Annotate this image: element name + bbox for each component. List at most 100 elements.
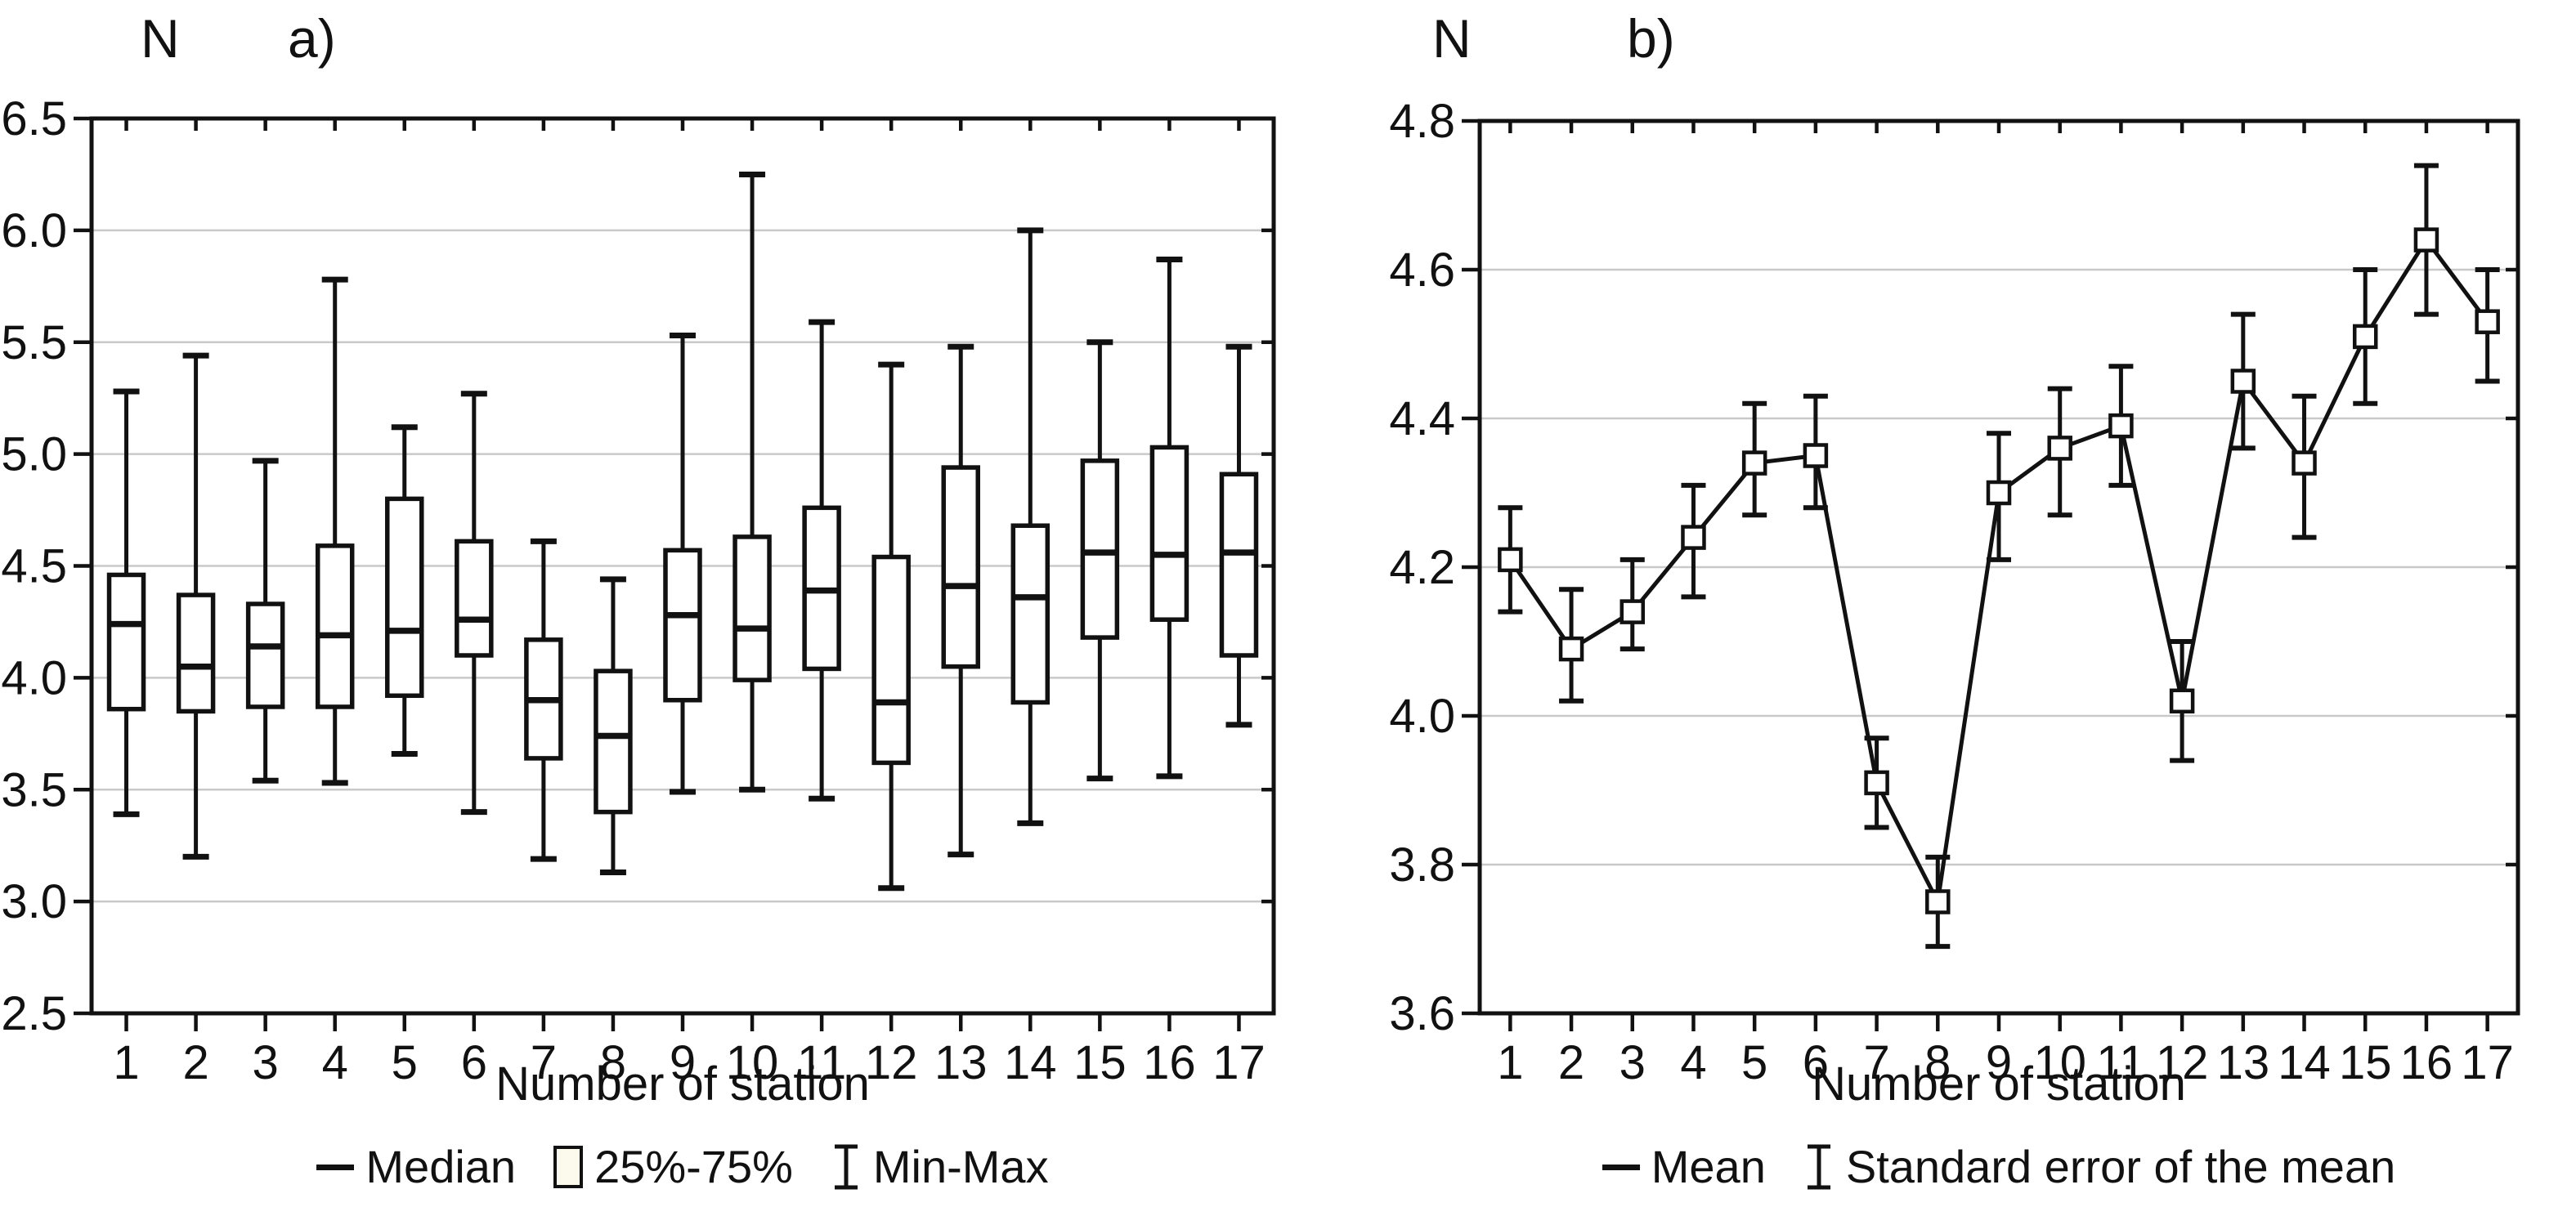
svg-text:4.0: 4.0 (1389, 690, 1455, 743)
svg-text:6.5: 6.5 (1, 92, 67, 145)
box-station-16 (1149, 256, 1189, 780)
svg-text:3.6: 3.6 (1389, 987, 1455, 1040)
tick-marks (74, 116, 1274, 1031)
svg-text:3: 3 (253, 1036, 279, 1089)
svg-text:1: 1 (1497, 1036, 1523, 1089)
box-station-2 (176, 352, 216, 860)
svg-text:10: 10 (726, 1036, 779, 1089)
box-station-14 (1010, 227, 1051, 826)
svg-text:16: 16 (1143, 1036, 1196, 1089)
svg-text:2: 2 (1558, 1036, 1584, 1089)
legend-ibeam-symbol (1807, 1144, 1830, 1190)
mean-point-9 (1986, 431, 2012, 562)
box-station-11 (802, 319, 841, 802)
svg-text:7: 7 (1863, 1036, 1889, 1089)
svg-text:8: 8 (600, 1036, 626, 1089)
mean-point-1 (1498, 505, 1523, 615)
box-station-15 (1080, 339, 1120, 782)
legend-label: Median (365, 1141, 517, 1192)
y-axis-title-a: N (141, 8, 180, 69)
svg-text:15: 15 (1073, 1036, 1127, 1089)
box-station-13 (941, 343, 980, 858)
box-station-7 (524, 538, 563, 862)
svg-text:6.0: 6.0 (1, 204, 67, 257)
mean-point-7 (1864, 735, 1889, 830)
svg-text:5.5: 5.5 (1, 316, 67, 369)
y-tick-labels: 6.5 6.0 5.5 5.0 4.5 4.0 3.5 3.0 2.5 (1, 92, 67, 1040)
legend-item-25-75-: 25%-75% (553, 1144, 793, 1190)
svg-text:1: 1 (113, 1036, 139, 1089)
svg-text:6: 6 (461, 1036, 487, 1089)
svg-text:4.8: 4.8 (1389, 95, 1455, 148)
legend-item-min-max: Min-Max (831, 1142, 1049, 1191)
box-station-5 (385, 424, 424, 757)
legend-label: Min-Max (872, 1141, 1049, 1192)
svg-text:9: 9 (670, 1036, 696, 1089)
svg-text:4.0: 4.0 (1, 651, 67, 704)
mean-point-16 (2413, 163, 2439, 317)
svg-text:2.5: 2.5 (1, 987, 67, 1040)
svg-text:16: 16 (2400, 1036, 2453, 1089)
svg-text:4: 4 (322, 1036, 348, 1089)
legend-item-median: Median (316, 1144, 516, 1190)
svg-text:4.5: 4.5 (1, 540, 67, 593)
svg-text:14: 14 (2278, 1036, 2331, 1089)
box-series (106, 171, 1259, 892)
legend-label: 25%-75% (594, 1141, 793, 1192)
svg-text:10: 10 (2033, 1036, 2086, 1089)
svg-text:7: 7 (531, 1036, 557, 1089)
y-tick-labels: 4.8 4.6 4.4 4.2 4.0 3.8 3.6 (1389, 95, 1455, 1040)
y-gridlines (1480, 268, 2518, 866)
svg-text:4.2: 4.2 (1389, 541, 1455, 594)
legend-item-mean: Mean (1602, 1144, 1766, 1190)
x-tick-labels: 1 2 3 4 5 6 7 8 9 10 11 12 13 14 15 16 17 (113, 1036, 1265, 1089)
svg-text:2: 2 (182, 1036, 208, 1089)
box-station-9 (663, 333, 702, 795)
legend-dash-symbol (316, 1164, 355, 1170)
mean-point-15 (2352, 267, 2378, 406)
box-station-6 (455, 391, 494, 816)
svg-text:6: 6 (1803, 1036, 1829, 1089)
chart-b: 4.84.64.44.24.03.83.61 2 3 4 5 6 7 8 9 10 11 12 13 14… (1389, 95, 2520, 1089)
svg-text:17: 17 (1212, 1036, 1266, 1089)
mean-point-2 (1558, 587, 1584, 704)
box-station-17 (1219, 343, 1259, 728)
svg-text:13: 13 (2217, 1036, 2270, 1089)
svg-text:17: 17 (2461, 1036, 2514, 1089)
mean-point-6 (1803, 393, 1829, 511)
mean-point-4 (1681, 482, 1706, 600)
box-station-10 (732, 171, 772, 793)
mean-point-3 (1620, 557, 1646, 652)
svg-text:11: 11 (797, 1036, 846, 1089)
mean-point-13 (2230, 311, 2256, 451)
mean-point-10 (2047, 386, 2072, 518)
x-tick-labels: 1 2 3 4 5 6 7 8 9 10 11 12 13 14 15 16 17 (1497, 1036, 2514, 1089)
svg-text:14: 14 (1004, 1036, 1057, 1089)
mean-point-14 (2292, 393, 2317, 540)
x-axis-title-a: Number of station (495, 1057, 870, 1111)
mean-point-11 (2108, 364, 2134, 488)
legend-box-symbol (553, 1146, 584, 1188)
legend-a: Median 25%-75% Min-Max (92, 1129, 1274, 1205)
mean-line (1508, 236, 2489, 909)
box-station-12 (871, 361, 911, 892)
box-station-8 (594, 576, 633, 876)
svg-text:3.0: 3.0 (1, 875, 67, 928)
svg-text:12: 12 (865, 1036, 918, 1089)
svg-text:11: 11 (2096, 1036, 2145, 1089)
svg-text:8: 8 (1924, 1036, 1951, 1089)
svg-text:12: 12 (2156, 1036, 2209, 1089)
svg-text:4: 4 (1680, 1036, 1706, 1089)
y-axis-title-b: N (1432, 8, 1472, 69)
svg-text:3.5: 3.5 (1, 763, 67, 816)
mean-series (1498, 163, 2500, 950)
x-axis-title-b: Number of station (1812, 1057, 2186, 1111)
svg-text:15: 15 (2339, 1036, 2392, 1089)
svg-text:9: 9 (1986, 1036, 2012, 1089)
mean-point-12 (2169, 639, 2195, 763)
svg-text:5.0: 5.0 (1, 428, 67, 481)
svg-text:13: 13 (934, 1036, 988, 1089)
svg-text:4.4: 4.4 (1389, 392, 1455, 445)
